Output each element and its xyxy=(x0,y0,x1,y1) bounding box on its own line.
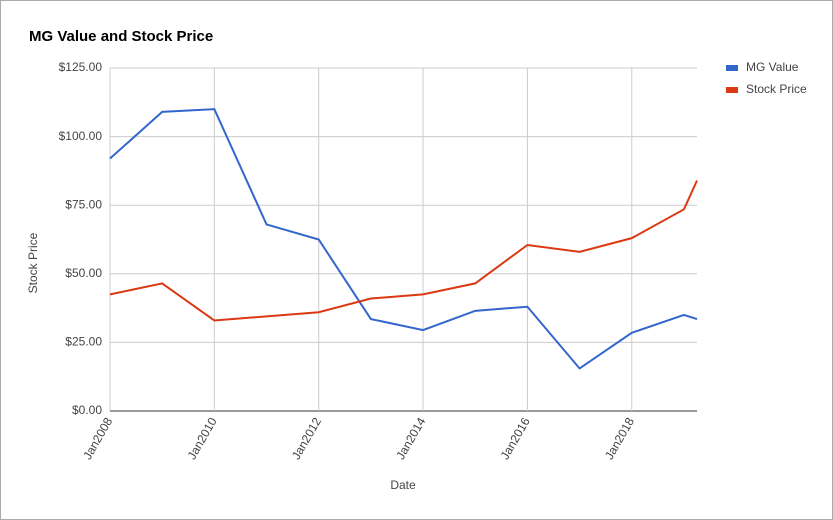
y-tick-label: $75.00 xyxy=(65,197,102,211)
series-line xyxy=(109,108,698,370)
y-tick-label: $50.00 xyxy=(65,266,102,280)
legend-swatch xyxy=(726,87,738,93)
series-line xyxy=(109,180,698,322)
y-tick-label: $25.00 xyxy=(65,335,102,349)
chart-title: MG Value and Stock Price xyxy=(29,28,213,45)
x-tick-label: Jan2012 xyxy=(289,415,324,462)
y-axis-label: Stock Price xyxy=(26,232,40,293)
legend-label: MG Value xyxy=(746,60,799,74)
y-tick-label: $0.00 xyxy=(72,403,102,417)
x-tick-label: Jan2016 xyxy=(498,415,533,462)
x-axis-label: Date xyxy=(390,478,416,492)
y-tick-label: $125.00 xyxy=(59,60,103,74)
y-tick-label: $100.00 xyxy=(59,129,103,143)
x-tick-label: Jan2014 xyxy=(393,415,428,462)
x-tick-label: Jan2008 xyxy=(80,415,115,462)
x-tick-label: Jan2018 xyxy=(602,415,637,462)
legend-label: Stock Price xyxy=(746,82,807,96)
x-tick-label: Jan2010 xyxy=(185,415,220,462)
legend-swatch xyxy=(726,65,738,71)
